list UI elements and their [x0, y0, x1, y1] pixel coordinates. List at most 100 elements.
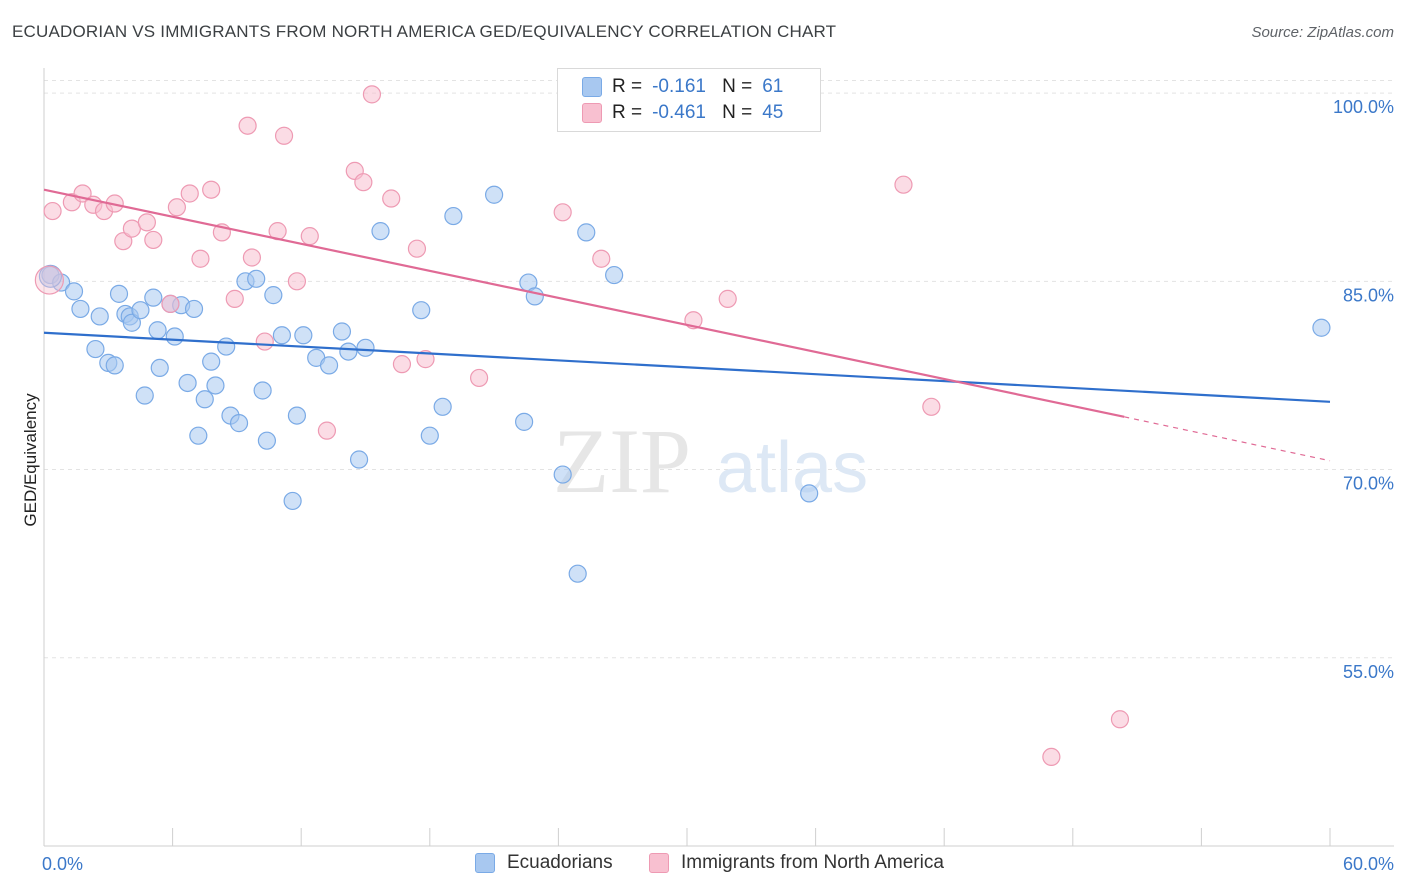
legend-n-value: 45	[762, 102, 784, 123]
data-point	[90, 307, 109, 326]
data-point	[515, 412, 534, 431]
data-point	[339, 342, 358, 361]
data-point	[272, 326, 292, 345]
data-point	[180, 184, 199, 203]
x-tick-labels: 0.0% 60.0%	[42, 854, 1394, 874]
legend-n-label: N =	[722, 76, 753, 97]
data-point	[144, 230, 163, 250]
data-point	[165, 327, 184, 346]
data-point	[114, 232, 133, 251]
legend-r-value: -0.461	[652, 102, 706, 123]
data-point	[382, 189, 401, 208]
data-point	[287, 406, 307, 425]
watermark-zip: ZIP	[553, 410, 691, 512]
bottom-legend: Ecuadorians Immigrants from North Americ…	[0, 852, 1406, 878]
trend-line	[43, 331, 1331, 403]
trend-lines	[43, 188, 1331, 462]
legend-swatch-ecuadorians	[582, 77, 602, 97]
data-point	[800, 484, 819, 503]
data-point	[469, 368, 489, 388]
data-point	[553, 203, 572, 222]
data-point	[225, 289, 244, 308]
legend-stats: R = -0.161 N = 61 R = -0.461 N = 45	[557, 68, 821, 132]
data-point	[349, 450, 369, 469]
data-point	[371, 222, 390, 241]
y-tick-label: 55.0%	[1343, 662, 1394, 682]
series-ecuadorians-points	[38, 185, 1331, 583]
data-point	[144, 288, 163, 307]
y-tick-label: 85.0%	[1343, 285, 1394, 305]
legend-row-immigrants: R = -0.461 N = 45	[582, 101, 783, 125]
legend-label-immigrants: Immigrants from North America	[681, 852, 944, 873]
data-point	[332, 322, 352, 341]
data-point	[420, 426, 439, 445]
data-point	[86, 339, 105, 359]
y-axis-label: GED/Equivalency	[21, 393, 40, 527]
data-point	[131, 301, 150, 320]
data-point	[184, 299, 204, 319]
legend-item-ecuadorians[interactable]: Ecuadorians	[475, 852, 613, 874]
source-label: Source: ZipAtlas.com	[1251, 24, 1394, 41]
legend-swatch-ecuadorians	[475, 853, 495, 873]
legend-r-label: R =	[612, 76, 643, 97]
data-point	[433, 397, 452, 416]
data-point	[38, 264, 63, 288]
legend-swatch-immigrants	[582, 103, 602, 123]
data-point	[189, 426, 208, 445]
data-point	[206, 376, 225, 395]
data-point	[485, 185, 504, 204]
data-point	[356, 338, 375, 357]
chart-title: ECUADORIAN VS IMMIGRANTS FROM NORTH AMER…	[12, 22, 837, 41]
data-point	[167, 198, 186, 217]
data-point	[718, 289, 737, 308]
x-tick-label: 60.0%	[1343, 854, 1394, 874]
data-point	[255, 332, 274, 351]
data-point	[407, 239, 427, 258]
data-point	[202, 352, 221, 371]
data-point	[525, 287, 544, 306]
data-point	[317, 421, 337, 440]
data-point	[592, 249, 611, 268]
data-point	[568, 564, 587, 583]
data-point	[178, 373, 197, 393]
data-point	[148, 321, 167, 340]
x-tick-label: 0.0%	[42, 854, 83, 874]
data-point	[319, 356, 339, 375]
legend-label-ecuadorians: Ecuadorians	[507, 852, 613, 873]
data-point	[105, 356, 124, 375]
data-point	[283, 491, 302, 511]
data-point	[416, 350, 435, 369]
data-point	[553, 465, 572, 484]
data-point	[122, 313, 141, 332]
legend-row-ecuadorians: R = -0.161 N = 61	[582, 75, 783, 99]
legend-swatch-immigrants	[649, 853, 669, 873]
data-point	[161, 294, 180, 314]
axes	[43, 68, 1394, 847]
data-point	[1110, 710, 1130, 729]
data-point	[242, 248, 262, 267]
legend-item-immigrants[interactable]: Immigrants from North America	[649, 852, 944, 874]
legend-r-label: R =	[612, 102, 643, 123]
data-point	[577, 223, 596, 242]
data-point	[195, 390, 214, 409]
watermark-atlas: atlas	[716, 428, 868, 508]
y-tick-label: 70.0%	[1343, 474, 1394, 494]
data-point	[274, 126, 294, 145]
y-tick-labels: 55.0% 70.0% 85.0% 100.0%	[1333, 97, 1394, 682]
data-point	[253, 381, 272, 400]
data-point	[135, 386, 154, 405]
data-point	[109, 284, 129, 303]
data-point	[264, 286, 283, 305]
data-point	[64, 282, 84, 301]
data-point	[238, 116, 257, 135]
data-point	[191, 249, 210, 268]
data-point	[392, 355, 412, 374]
data-point	[894, 175, 913, 194]
data-point	[247, 269, 266, 288]
data-point	[150, 358, 169, 378]
y-tick-label: 100.0%	[1333, 97, 1394, 117]
data-point	[137, 213, 156, 232]
data-point	[294, 326, 313, 345]
trend-line-extension	[1124, 416, 1331, 462]
series-immigrants-north-america-points	[34, 85, 1130, 767]
